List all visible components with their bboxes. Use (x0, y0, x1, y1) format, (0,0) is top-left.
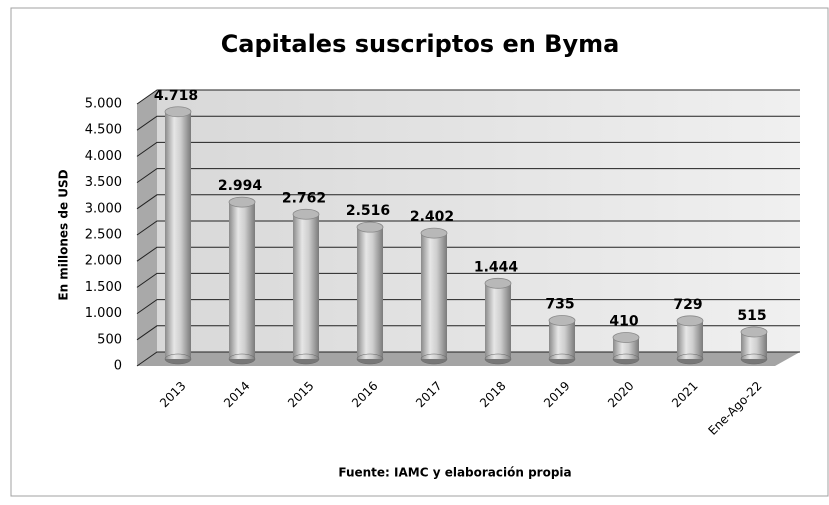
cylinder-top (740, 326, 768, 338)
bar (677, 320, 703, 359)
y-tick-label: 4.500 (85, 123, 122, 138)
grid-line (136, 89, 800, 105)
x-tick-label: 2015 (285, 379, 316, 410)
cylinder-top (292, 208, 320, 220)
data-label: 4.718 (154, 88, 198, 104)
cylinder-bottom-edge (740, 353, 768, 365)
cylinder-bottom-edge (612, 353, 640, 365)
x-tick-label: 2013 (157, 379, 188, 410)
data-label: 735 (545, 296, 574, 312)
x-tick-label: 2019 (541, 379, 572, 410)
cylinder-top (164, 106, 192, 118)
data-label: 2.762 (282, 190, 326, 206)
cylinder-bottom-edge (548, 353, 576, 365)
x-tick-label: 2020 (605, 379, 636, 410)
cylinder-top (548, 315, 576, 326)
bar (421, 233, 447, 359)
y-tick-label: 2.500 (85, 228, 122, 243)
y-tick-label: 5.000 (85, 97, 122, 112)
cylinder-top (484, 277, 512, 289)
data-label: 515 (737, 308, 766, 324)
cylinder-bottom-edge (164, 353, 192, 365)
y-tick-label: 2.000 (85, 254, 122, 269)
data-label: 2.402 (410, 209, 454, 225)
bar (613, 337, 639, 359)
y-tick-label: 3.000 (85, 201, 122, 216)
cylinder-bottom-edge (228, 353, 256, 365)
cylinder-top (676, 315, 704, 327)
grid-line (136, 351, 800, 367)
x-tick-label: 2014 (221, 379, 252, 410)
x-tick-label: 2018 (477, 379, 508, 410)
data-label: 2.516 (346, 203, 390, 219)
y-tick-label: 3.500 (85, 175, 122, 190)
grid-line (136, 194, 800, 210)
cylinder-top (228, 196, 256, 208)
bar (357, 227, 383, 359)
cylinder-bottom-edge (420, 353, 448, 365)
data-label: 1.444 (474, 259, 519, 275)
grid-line (136, 168, 800, 184)
data-label: 2.994 (218, 178, 263, 194)
data-label: 410 (609, 314, 638, 330)
cylinder-top (356, 221, 384, 233)
bar (165, 111, 191, 360)
grid-line (136, 141, 800, 157)
grid-line (136, 220, 800, 236)
cylinder-bottom-edge (484, 353, 512, 365)
y-tick-label: 4.000 (85, 149, 122, 164)
grid-line (136, 299, 800, 315)
cylinder-bottom-edge (676, 353, 704, 365)
y-tick-label: 0 (114, 359, 122, 374)
bar (485, 283, 511, 359)
x-tick-label: 2017 (413, 379, 444, 410)
grid-line (136, 246, 800, 262)
chart-title: Capitales suscriptos en Byma (221, 30, 620, 58)
bar (293, 214, 319, 359)
bar (549, 320, 575, 359)
grid-line (136, 115, 800, 131)
bar (229, 202, 255, 359)
x-tick-label: Ene-Ago-22 (705, 379, 764, 438)
frame (10, 7, 829, 497)
grid-line (136, 272, 800, 288)
grid-line (136, 325, 800, 341)
x-tick-label: 2016 (349, 379, 380, 410)
cylinder-top (612, 332, 640, 343)
y-tick-label: 1.000 (85, 306, 122, 321)
x-tick-label: 2021 (669, 379, 700, 410)
cylinder-top (420, 227, 448, 239)
y-axis-label: En millones de USD (57, 169, 71, 300)
cylinder-bottom-edge (292, 353, 320, 365)
y-tick-label: 500 (97, 332, 122, 347)
cylinder-bottom-edge (356, 353, 384, 365)
source-note: Fuente: IAMC y elaboración propia (338, 466, 571, 480)
data-label: 729 (673, 297, 702, 313)
y-tick-label: 1.500 (85, 280, 122, 295)
